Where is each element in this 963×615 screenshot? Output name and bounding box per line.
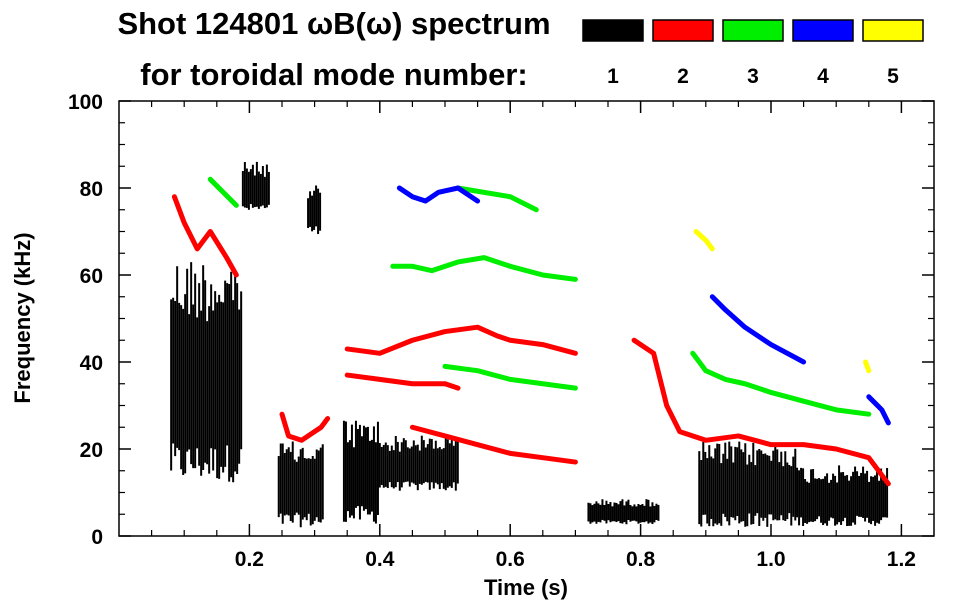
legend-swatch-n5 [862, 19, 924, 42]
legend-swatch-n4 [792, 19, 854, 42]
y-tick-label: 20 [80, 439, 103, 462]
x-axis-title: Time (s) [484, 575, 568, 600]
series-3-mode-line-5 [690, 350, 872, 417]
legend-label-n5: 5 [887, 65, 899, 88]
x-tick-label: 0.6 [496, 548, 525, 571]
series-1-blob-4 [307, 185, 322, 235]
series-1-blob-2 [241, 161, 270, 210]
series-3-mode-line-1 [207, 176, 239, 208]
series-2-mode-line-6 [631, 337, 891, 487]
series-3-mode-line-2 [390, 255, 578, 282]
y-axis-title: Frequency (kHz) [10, 232, 35, 403]
legend: 1 2 3 4 5 [582, 19, 924, 88]
series-2-mode-line-3 [344, 372, 461, 391]
y-tick-label: 0 [91, 526, 103, 549]
legend-swatch-n1 [582, 19, 644, 42]
series-1-blob-5 [342, 420, 379, 524]
legend-label-n4: 4 [817, 65, 829, 88]
x-tick-label: 1.2 [887, 548, 916, 571]
plot-data [170, 161, 891, 528]
y-tick-label: 100 [68, 91, 103, 114]
series-1-blob-8 [698, 441, 797, 527]
axis-ticks: 0.2 0.4 0.6 0.8 1.0 1.2 0 20 40 60 80 100 [68, 91, 934, 571]
x-tick-label: 0.8 [626, 548, 656, 571]
series-1-blob-9 [796, 465, 889, 527]
series-n3 [207, 176, 872, 417]
y-tick-label: 40 [80, 352, 103, 375]
chart-subtitle: for toroidal mode number: [140, 57, 528, 92]
series-2-mode-line-2 [344, 324, 578, 356]
series-2-mode-line-5 [409, 424, 578, 465]
series-5-mode-line-1 [693, 229, 715, 252]
legend-label-n2: 2 [677, 65, 689, 88]
series-1-blob-1 [170, 262, 243, 483]
series-4-mode-line-3 [866, 394, 891, 426]
y-tick-label: 80 [80, 178, 103, 201]
legend-swatch-n2 [652, 19, 714, 42]
x-tick-label: 1.0 [756, 548, 785, 571]
x-tick-label: 0.2 [235, 548, 264, 571]
series-2-mode-line-1 [171, 194, 239, 278]
series-n5 [693, 229, 872, 374]
series-3-mode-line-4 [455, 185, 539, 213]
series-n2 [171, 194, 891, 487]
series-n1 [170, 161, 889, 528]
chart-title: Shot 124801 ωB(ω) spectrum [117, 6, 550, 41]
series-4-mode-line-1 [396, 185, 481, 204]
series-1-blob-3 [277, 441, 324, 528]
series-n4 [396, 185, 891, 426]
series-1-blob-7 [587, 499, 660, 525]
series-2-mode-line-4 [279, 411, 331, 443]
legend-swatch-n3 [722, 19, 784, 42]
series-1-blob-6 [378, 435, 459, 491]
legend-label-n3: 3 [747, 65, 759, 88]
series-3-mode-line-3 [442, 363, 578, 391]
series-5-mode-line-2 [863, 359, 872, 374]
series-4-mode-line-2 [709, 294, 807, 365]
y-tick-label: 60 [80, 265, 103, 288]
x-tick-label: 0.4 [365, 548, 395, 571]
legend-label-n1: 1 [607, 65, 619, 88]
